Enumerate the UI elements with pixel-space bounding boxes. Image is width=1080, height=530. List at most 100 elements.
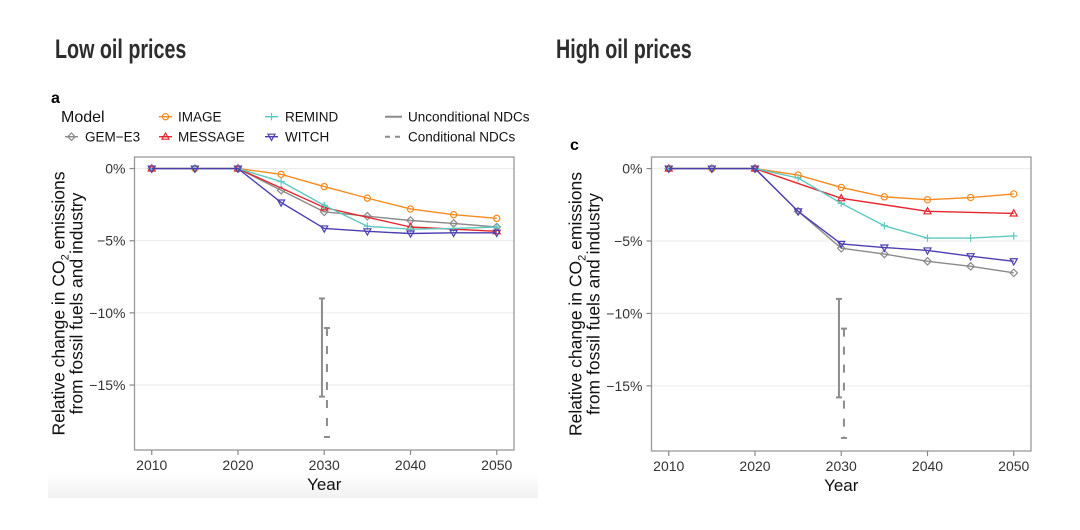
x-tick-label: 2010 (136, 457, 167, 473)
data-point-witch (966, 253, 976, 262)
data-point-image (1010, 190, 1018, 198)
legend-item-gem-e3: GEM−E3 (65, 130, 140, 145)
y-axis-title-line-1: Relative change in CO2 emissions (566, 172, 589, 436)
x-tick-label: 2040 (395, 457, 426, 473)
panel-c-high-oil-prices: 0% −5% −10% −15% 2010 2020 2030 2040 2050 Year Rel… (566, 156, 1032, 495)
y-axis-title-text: Relative change in CO (49, 260, 69, 435)
x-tick-label: 2040 (912, 458, 943, 474)
legend-label-gem-e3: GEM−E3 (85, 130, 140, 145)
legend-key-remind (265, 113, 278, 121)
x-tick-label: 2030 (826, 458, 857, 474)
ndc-range-conditional-ndcs (840, 327, 847, 439)
data-point-remind (493, 223, 501, 231)
y-tick-label: −5% (614, 233, 642, 249)
data-point-remind (449, 224, 458, 233)
legend-marker-message (160, 131, 171, 140)
data-point-gem-e3 (362, 211, 372, 221)
data-point-witch (922, 247, 933, 256)
data-point-remind (320, 201, 328, 210)
legend-marker-remind (267, 113, 276, 121)
title-low-oil-prices: Low oil prices (55, 35, 186, 65)
data-point-image (363, 194, 372, 202)
data-point-remind (406, 225, 415, 233)
data-point-remind (966, 234, 975, 242)
legend: Model GEM−E3 IMAGE MESSAGE REMIND WITCH … (61, 109, 530, 145)
series-line-witch (151, 167, 497, 235)
x-tick-label: 2010 (653, 458, 684, 474)
x-tick-label: 2030 (309, 457, 340, 473)
data-point-witch (276, 199, 286, 208)
panel-a-low-oil-prices: 0% −5% −10% −15% 2010 2020 2030 2040 2050 Year Rel… (49, 156, 515, 494)
data-point-gem-e3 (836, 243, 846, 253)
data-point-witch (836, 240, 846, 249)
ndc-range-unconditional-ndcs (318, 297, 325, 398)
data-point-image (493, 214, 501, 223)
legend-label-remind: REMIND (285, 110, 338, 125)
data-point-message (922, 206, 933, 215)
y-tick-label: 0% (622, 161, 642, 177)
series-line-witch (668, 167, 1014, 262)
data-point-remind (1010, 232, 1018, 240)
x-axis-title: Year (307, 475, 342, 494)
y-axis-title-line-2: from fossil fuels and industry (67, 192, 87, 414)
y-axis-title-line-1: Relative change in CO2 emissions (49, 171, 72, 435)
y-axis-title-subscript: 2 (577, 255, 589, 261)
legend-key-witch (265, 133, 278, 142)
legend-label-unconditional-ndcs: Unconditional NDCs (408, 110, 530, 125)
title-high-oil-prices: High oil prices (556, 35, 692, 65)
data-point-gem-e3 (966, 261, 976, 271)
data-point-image (923, 196, 932, 204)
data-point-witch (1009, 258, 1019, 267)
ndc-range-unconditional-ndcs (835, 297, 842, 399)
ndc-range-conditional-ndcs (323, 327, 330, 439)
legend-title: Model (61, 109, 105, 126)
data-point-image (966, 193, 975, 202)
data-point-witch (750, 165, 760, 174)
legend-label-witch: WITCH (285, 130, 329, 145)
data-point-remind (794, 174, 802, 182)
data-point-image (837, 183, 845, 192)
data-point-image (880, 193, 889, 201)
y-axis-title-text: emissions (566, 172, 586, 255)
legend-key-message (159, 131, 172, 140)
legend-marker-witch (266, 133, 277, 142)
legend-label-image: IMAGE (178, 110, 222, 125)
data-point-witch (664, 165, 674, 174)
x-tick-label: 2020 (739, 458, 770, 474)
legend-label-message: MESSAGE (178, 130, 245, 145)
data-point-message (1009, 208, 1019, 217)
panel-label-c: c (570, 137, 579, 154)
y-axis-title-text: emissions (49, 171, 69, 254)
y-axis-title-line-2: from fossil fuels and industry (584, 193, 604, 415)
legend-item-unconditional-ndcs: Unconditional NDCs (385, 110, 530, 125)
data-point-witch (707, 165, 717, 174)
data-point-witch (405, 230, 416, 239)
legend-label-conditional-ndcs: Conditional NDCs (408, 130, 516, 145)
image-edge-shade (48, 474, 538, 498)
series-witch (664, 165, 1019, 267)
data-point-gem-e3 (1009, 268, 1019, 278)
data-point-remind (837, 199, 845, 208)
legend-item-conditional-ndcs: Conditional NDCs (385, 130, 516, 145)
data-point-witch (362, 228, 372, 237)
y-axis-title-text: Relative change in CO (566, 261, 586, 436)
legend-marker-image (161, 112, 170, 121)
y-tick-label: −5% (97, 233, 125, 249)
data-point-witch (190, 165, 200, 174)
y-tick-label: 0% (105, 161, 125, 177)
data-point-witch (233, 165, 243, 174)
y-tick-label: −10% (89, 305, 125, 321)
legend-key-image (159, 112, 172, 121)
data-point-witch (879, 244, 889, 253)
data-point-witch (793, 208, 803, 217)
y-axis-title-subscript: 2 (60, 254, 72, 260)
y-tick-label: −10% (606, 305, 642, 321)
data-point-image (449, 211, 458, 219)
plot-area (134, 157, 514, 450)
x-tick-label: 2050 (998, 458, 1029, 474)
series-witch (147, 165, 502, 239)
x-tick-label: 2020 (222, 457, 253, 473)
data-point-gem-e3 (922, 256, 933, 266)
data-point-witch (492, 229, 502, 238)
